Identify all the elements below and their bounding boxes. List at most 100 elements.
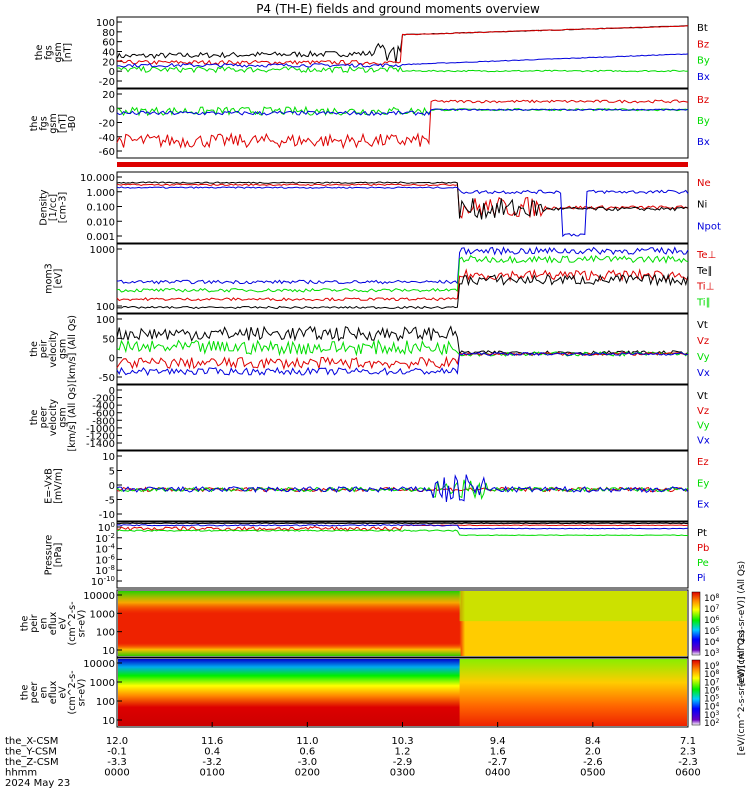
series-green [116,65,689,74]
x-tick-label: -3.3 [107,757,127,768]
y-axis-label: [mV/m] [53,468,64,504]
y-tick-label: 10 [102,716,115,727]
tick-exponent: 6 [715,615,719,622]
legend-te⊥: Te⊥ [696,250,716,261]
panel-frame [116,243,689,314]
y-tick-label: 10 [102,452,115,463]
tick-exponent: 4 [715,637,719,644]
y-axis-label: Density [39,189,50,225]
spectrogram-base [118,659,461,726]
x-tick-label: -2.6 [583,757,603,768]
y-axis-label: E=-VxB [43,468,54,503]
x-tick-label: 0500 [580,768,605,779]
y-tick-label: -20 [99,77,115,88]
y-axis-label: eflux [48,680,59,704]
series-blue [116,524,688,530]
legend-ti∥: Ti∥ [696,297,711,308]
tick-exponent: 6 [715,685,719,692]
y-axis-label: [eV] [53,269,64,289]
colorbar-tick-label: 105 [704,694,719,705]
panel-frame [116,171,689,244]
tick-base: 10 [704,662,716,672]
y-tick-label: 40 [102,48,115,59]
y-axis-label: gsm [58,339,69,359]
y-axis-label: velocity [48,399,59,437]
y-tick-label: 100 [96,18,115,29]
tick-base: 10 [704,616,716,626]
y-axis-label: [nT] [62,43,73,62]
y-tick-label: 10-8 [95,564,115,577]
y-tick-label: 100 [96,315,115,326]
tick-exponent: -10 [104,575,115,583]
x-tick-label: 0100 [199,768,224,779]
colorbar-tick-label: 107 [704,604,719,615]
colorbar-tick-label: 104 [704,702,719,713]
tick-exponent: 3 [715,710,719,717]
y-tick-label: 0 [109,354,115,365]
tick-exponent: 5 [715,626,719,633]
y-tick-label: 0 [109,481,115,492]
series-red [116,351,689,371]
tick-base: 10 [704,594,716,604]
tick-base: 10 [704,627,716,637]
y-axis-label: velocity [48,330,59,368]
y-tick-label: -60 [99,147,115,158]
x-row-label: hhmm [5,768,37,779]
tick-base: 10 [95,555,108,566]
colorbar-tick-label: 109 [704,661,719,672]
date-label: 2024 May 23 [5,778,70,789]
colorbar-tick-label: 107 [704,677,719,688]
y-axis-label: [km/s] (All Qs) [67,315,78,383]
y-axis-label: fgs [39,116,50,130]
y-axis-label: sr-eV) [77,679,88,707]
y-tick-label: 100 [96,697,115,708]
y-axis-label: (cm^2-s- [67,602,78,646]
colorbar [691,659,701,726]
x-row-label: the_Z-CSM [5,757,59,768]
y-tick-label: 1000 [90,609,115,620]
colorbar-tick-label: 108 [704,669,719,680]
tick-base: 10 [95,566,108,577]
x-tick-label: -2.3 [678,757,698,768]
x-tick-label: 9.4 [490,736,506,747]
series-red [116,25,689,66]
tick-base: 10 [704,670,716,680]
panel-frame [116,313,689,385]
series-black [116,325,689,356]
y-tick-label: 100 [98,521,115,534]
panel-frame [116,88,689,159]
series-blue [116,246,689,285]
legend-vz: Vz [697,336,709,347]
legend-vy: Vy [697,352,710,363]
x-tick-label: 0600 [675,768,700,779]
tick-base: 10 [98,523,111,534]
tick-base: 10 [704,649,716,659]
y-axis-label: -B0 [67,116,78,132]
tick-exponent: 0 [111,521,115,529]
legend-vy: Vy [697,421,710,432]
y-tick-label: 20 [102,57,115,68]
tick-exponent: 7 [715,677,719,684]
y-axis-label: en [39,687,50,699]
panel-4: 1000 100 mom3[eV] Te⊥ Te∥ Ti⊥ Ti∥ [43,243,716,314]
legend-bx: Bx [697,137,710,148]
x-tick-label: 8.4 [585,736,601,747]
x-axis-labels: the_X-CSM 12.0 11.6 11.0 10.3 9.4 8.4 7.1 the_Y-… [5,722,701,789]
legend-ex: Ex [697,500,709,511]
series-blue [116,108,689,117]
tick-exponent: 9 [715,661,719,668]
legend-vx: Vx [697,435,710,446]
colorbar-tick-label: 104 [704,637,719,648]
y-axis-label: sr-eV) [77,610,88,638]
series-black [116,181,689,220]
panel-3: 10.000 1.000 0.100 0.010 0.001 Density[1/cc][… [39,171,721,244]
colorbar-tick-label: 106 [704,615,719,626]
y-tick-label: -40 [99,133,115,144]
tick-exponent: 4 [715,702,719,709]
y-tick-label: -1200 [86,431,115,442]
tick-base: 10 [704,703,716,713]
